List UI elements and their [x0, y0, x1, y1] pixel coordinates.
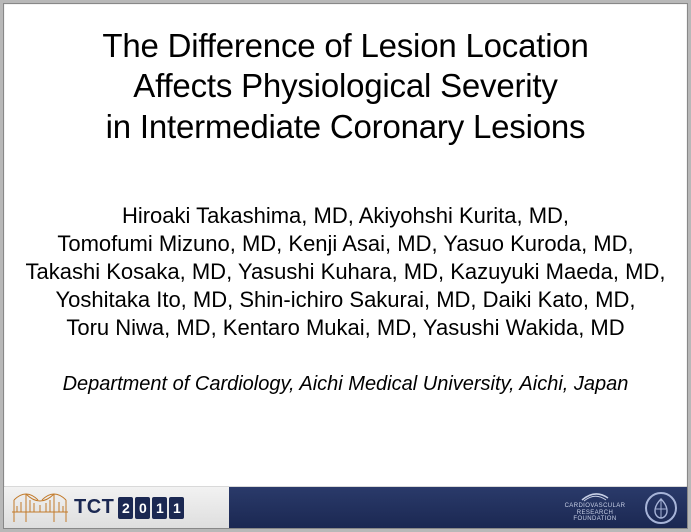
- bridge-icon: [12, 492, 68, 524]
- footer-right: CARDIOVASCULAR RESEARCH FOUNDATION: [229, 487, 687, 528]
- author-line-4: Yoshitaka Ito, MD, Shin-ichiro Sakurai, …: [10, 286, 681, 314]
- author-line-3: Takashi Kosaka, MD, Yasushi Kuhara, MD, …: [10, 258, 681, 286]
- acc-badge-icon: [645, 492, 677, 524]
- conference-logo: TCT 2 0 1 1: [74, 496, 184, 519]
- title-block: The Difference of Lesion Location Affect…: [4, 4, 687, 147]
- affiliation-block: Department of Cardiology, Aichi Medical …: [4, 373, 687, 396]
- conference-year: 2 0 1 1: [118, 497, 184, 519]
- crf-line-2: RESEARCH: [577, 510, 614, 517]
- author-line-1: Hiroaki Takashima, MD, Akiyohshi Kurita,…: [10, 202, 681, 230]
- affiliation-text: Department of Cardiology, Aichi Medical …: [12, 373, 679, 396]
- year-digit-3: 1: [152, 497, 167, 519]
- slide-canvas: The Difference of Lesion Location Affect…: [3, 3, 688, 529]
- author-line-2: Tomofumi Mizuno, MD, Kenji Asai, MD, Yas…: [10, 230, 681, 258]
- year-digit-4: 1: [169, 497, 184, 519]
- title-line-1: The Difference of Lesion Location: [14, 26, 677, 66]
- footer-left: TCT 2 0 1 1: [4, 487, 229, 528]
- title-line-3: in Intermediate Coronary Lesions: [14, 107, 677, 147]
- authors-block: Hiroaki Takashima, MD, Akiyohshi Kurita,…: [4, 202, 687, 343]
- author-line-5: Toru Niwa, MD, Kentaro Mukai, MD, Yasush…: [10, 314, 681, 342]
- crf-line-3: FOUNDATION: [573, 516, 616, 523]
- conference-letters: TCT: [74, 496, 114, 519]
- crf-logo: CARDIOVASCULAR RESEARCH FOUNDATION: [555, 492, 635, 524]
- footer-bar: TCT 2 0 1 1: [4, 486, 687, 528]
- title-line-2: Affects Physiological Severity: [14, 66, 677, 106]
- window-frame: The Difference of Lesion Location Affect…: [0, 0, 691, 532]
- crf-line-1: CARDIOVASCULAR: [565, 503, 626, 510]
- year-digit-2: 0: [135, 497, 150, 519]
- year-digit-1: 2: [118, 497, 133, 519]
- crf-swish-icon: [580, 492, 610, 502]
